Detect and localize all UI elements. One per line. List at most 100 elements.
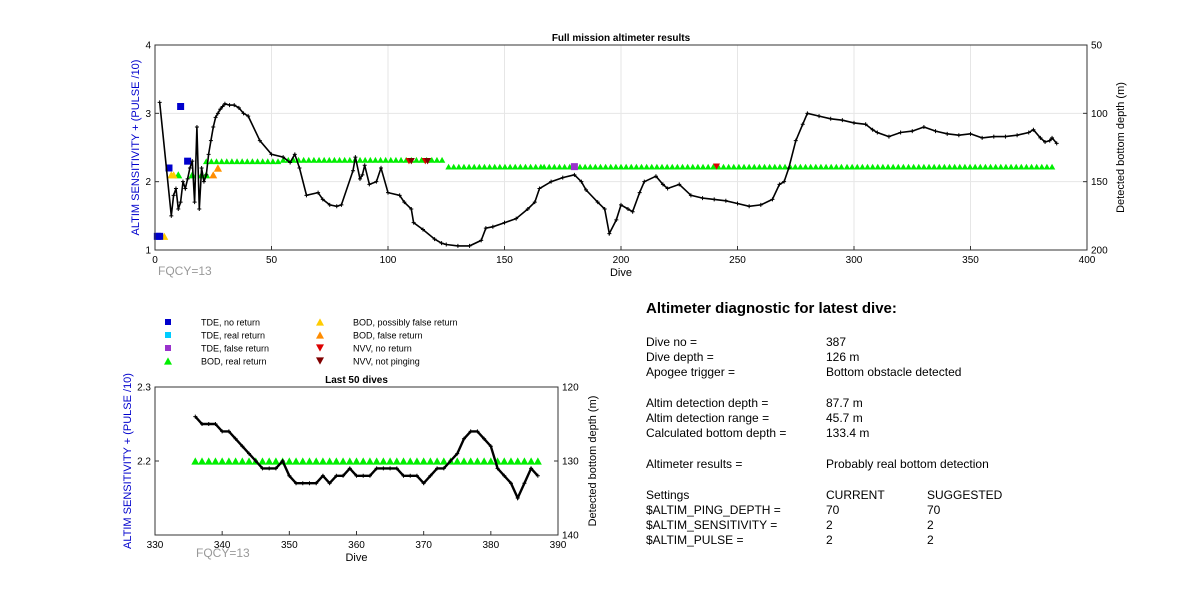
bod-real-return-marker <box>895 163 902 170</box>
bottom-depth-point <box>354 473 359 478</box>
bod-real-return-marker <box>397 156 405 163</box>
bod-real-return-marker <box>740 163 748 170</box>
bottom-depth-point <box>408 473 413 478</box>
bod-real-return-marker <box>674 163 681 170</box>
bod-real-return-marker <box>208 158 215 165</box>
bottom-depth-point <box>840 118 845 123</box>
bottom-depth-point <box>288 160 293 165</box>
bottom-depth-point <box>537 186 542 191</box>
bottom-depth-point <box>208 138 213 143</box>
nvv-not-pinging-marker <box>424 158 432 165</box>
x-tick-label: 400 <box>1079 255 1096 266</box>
bottom-depth-point <box>260 466 265 471</box>
bottom-depth-point <box>351 168 356 173</box>
bottom-depth-line <box>158 102 1058 247</box>
legend-label: BOD, possibly false return <box>353 318 458 328</box>
bod-real-return-marker <box>735 163 743 170</box>
bottom-depth-point <box>607 231 612 236</box>
bod-real-return-marker <box>433 156 441 163</box>
legend-label: TDE, real return <box>201 331 265 341</box>
bod-real-return-marker <box>372 156 379 163</box>
bottom-depth-point <box>700 196 705 201</box>
bottom-depth-point <box>584 187 589 192</box>
bottom-depth-point <box>206 422 211 426</box>
bottom-depth-point <box>362 163 367 168</box>
bottom-depth-point <box>402 200 407 205</box>
bod-real-return-marker <box>710 163 717 170</box>
bod-real-return-marker <box>925 163 933 170</box>
legend-label: BOD, false return <box>353 331 423 341</box>
bod-real-return-marker <box>406 457 415 465</box>
bottom-depth-point <box>817 114 822 119</box>
bottom-depth-point <box>280 459 285 463</box>
bod-real-return-marker <box>292 457 301 465</box>
legend: TDE, no return TDE, real return TDE, false… <box>164 318 458 367</box>
bod-real-return-marker <box>218 457 227 465</box>
bod-real-return-marker <box>418 156 425 163</box>
settings-header-suggested: SUGGESTED <box>927 488 1003 502</box>
bod-real-return-marker <box>966 163 974 170</box>
bod-real-return-marker <box>320 156 328 163</box>
bottom-depth-point <box>479 238 484 243</box>
bod-real-return-marker <box>817 163 825 170</box>
bod-real-return-marker <box>533 457 542 465</box>
bod-real-return-marker <box>522 163 529 170</box>
bod-real-return-marker <box>339 457 348 465</box>
bottom-depth-points <box>193 414 540 500</box>
bottom-depth-point <box>488 444 493 449</box>
bod-real-return-marker <box>941 163 948 170</box>
bottom-depth-point <box>805 111 810 116</box>
bod-real-return-marker <box>694 163 702 170</box>
bottom-depth-point <box>448 459 453 463</box>
bod-real-return-marker <box>265 457 274 465</box>
x-tick-label: 200 <box>613 255 630 266</box>
bod-real-return-marker <box>211 457 220 465</box>
bottom-depth-point <box>379 166 384 170</box>
y2-tick-label: 140 <box>562 531 579 542</box>
bottom-depth-point <box>455 451 460 456</box>
diag-label: Dive depth = <box>646 350 714 364</box>
bottom-depth-point <box>665 186 670 191</box>
x-tick-label: 380 <box>482 540 499 551</box>
bottom-depth-point <box>522 481 527 486</box>
x-tick-label: 350 <box>281 540 298 551</box>
bod-real-return-marker <box>345 457 354 465</box>
bod-real-return-marker <box>930 163 938 170</box>
bod-real-return-marker <box>822 163 830 170</box>
diag-value: 387 <box>826 335 847 349</box>
bod-real-return-legend-icon <box>164 357 172 365</box>
bottom-depth-point <box>267 466 272 471</box>
x-axis-label: Dive <box>610 267 632 279</box>
full-mission-chart: 0 50 100 150 200 250 300 350 400 1 2 3 4 50 100 150 200 F… <box>130 33 1127 279</box>
bottom-depth-point <box>397 193 402 198</box>
diagnostic-title: Altimeter diagnostic for latest dive: <box>646 300 897 317</box>
bottom-depth-point <box>455 243 460 248</box>
bottom-depth-point <box>800 122 805 127</box>
bod-real-return-marker <box>386 457 395 465</box>
bottom-depth-point <box>619 202 623 207</box>
bod-real-return-marker <box>517 163 524 170</box>
bod-real-return-marker <box>1002 163 1010 170</box>
bod-real-return-marker <box>486 163 493 170</box>
bod-real-return-marker <box>905 163 912 170</box>
bottom-depth-point <box>660 182 665 187</box>
bottom-depth-point <box>495 466 500 471</box>
bottom-depth-point <box>468 429 473 434</box>
bod-real-return-marker <box>561 163 568 170</box>
bottom-depth-point <box>409 207 414 211</box>
diag-label: Calculated bottom depth = <box>646 426 787 440</box>
x-tick-label: 370 <box>415 540 432 551</box>
bottom-depth-point <box>307 481 312 486</box>
bod-real-return-segment <box>843 163 1056 170</box>
bottom-depth-point <box>240 444 245 449</box>
bottom-depth-point <box>921 125 926 129</box>
bod-real-return-segment <box>203 158 282 165</box>
bod-real-return-marker <box>756 163 763 170</box>
bod-real-return-marker <box>581 163 589 170</box>
x-tick-label: 100 <box>380 255 397 266</box>
bottom-depth-point <box>653 174 658 179</box>
bod-real-return-segment <box>271 457 368 465</box>
bod-real-return-marker <box>751 163 758 170</box>
bod-real-return-marker <box>1043 163 1051 170</box>
diag-value: 45.7 m <box>826 411 863 425</box>
